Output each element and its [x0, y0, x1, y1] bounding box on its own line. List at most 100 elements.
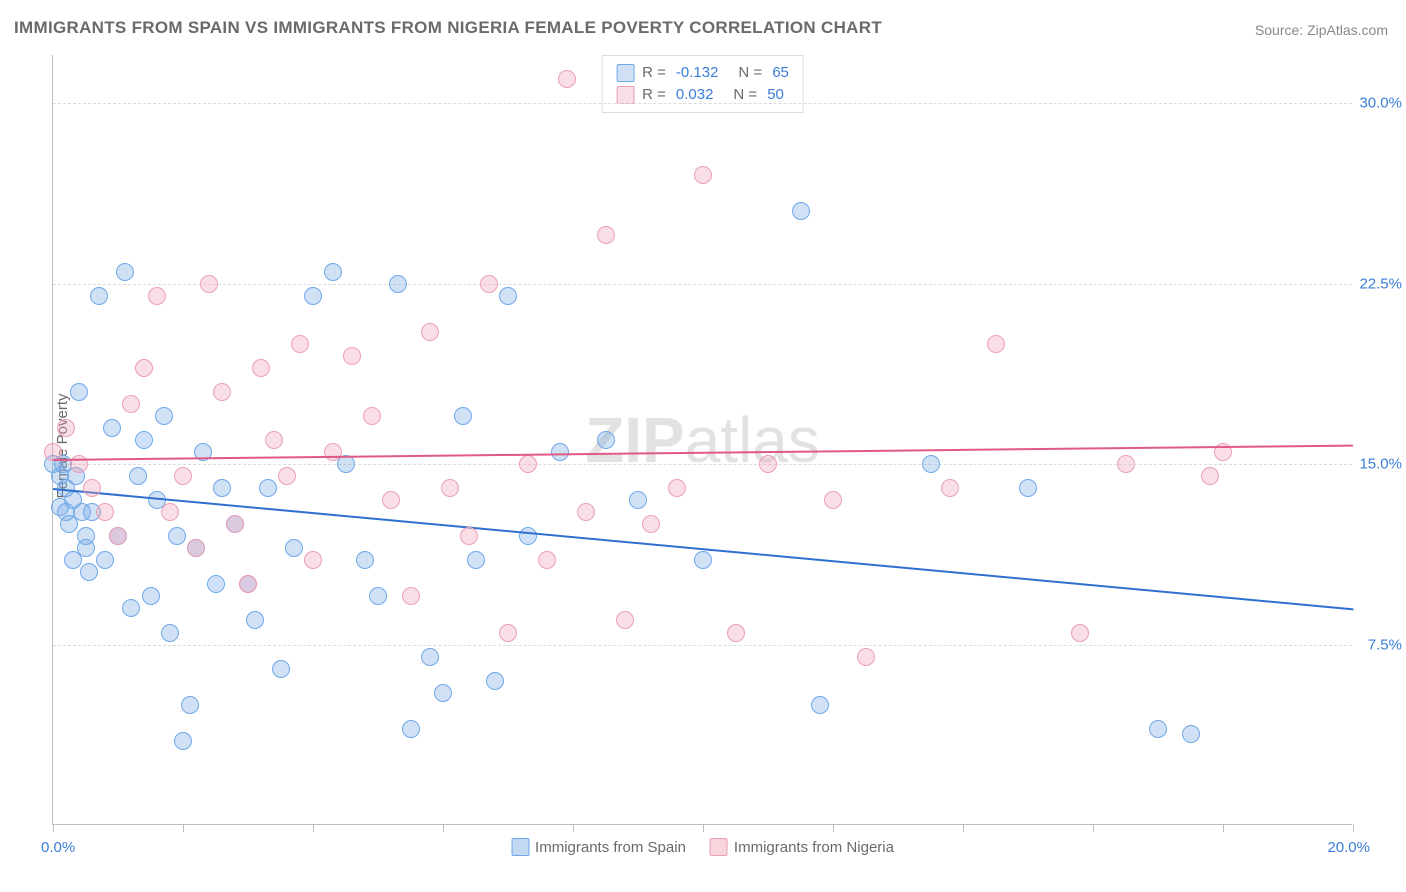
- grid-line: [53, 645, 1352, 646]
- scatter-point: [155, 407, 173, 425]
- legend-row: R =-0.132N =65: [616, 62, 789, 84]
- scatter-point: [324, 443, 342, 461]
- grid-line: [53, 464, 1352, 465]
- scatter-point: [77, 539, 95, 557]
- scatter-point: [213, 479, 231, 497]
- scatter-point: [356, 551, 374, 569]
- scatter-point: [519, 455, 537, 473]
- x-tick: [1093, 824, 1094, 832]
- scatter-point: [135, 431, 153, 449]
- series-legend: Immigrants from Spain Immigrants from Nig…: [511, 838, 894, 856]
- scatter-point: [96, 503, 114, 521]
- scatter-point: [480, 275, 498, 293]
- scatter-point: [363, 407, 381, 425]
- x-tick: [703, 824, 704, 832]
- scatter-point: [252, 359, 270, 377]
- plot-area: ZIPatlas R =-0.132N =65R =0.032N =50 Imm…: [52, 55, 1352, 825]
- scatter-point: [538, 551, 556, 569]
- scatter-point: [207, 575, 225, 593]
- scatter-point: [616, 611, 634, 629]
- x-tick: [1353, 824, 1354, 832]
- scatter-point: [304, 287, 322, 305]
- scatter-point: [148, 287, 166, 305]
- scatter-point: [1117, 455, 1135, 473]
- scatter-point: [116, 263, 134, 281]
- scatter-point: [103, 419, 121, 437]
- scatter-point: [454, 407, 472, 425]
- scatter-point: [519, 527, 537, 545]
- scatter-point: [324, 263, 342, 281]
- scatter-point: [304, 551, 322, 569]
- scatter-point: [421, 323, 439, 341]
- scatter-point: [83, 479, 101, 497]
- scatter-point: [499, 624, 517, 642]
- scatter-point: [824, 491, 842, 509]
- scatter-point: [265, 431, 283, 449]
- scatter-point: [460, 527, 478, 545]
- scatter-point: [200, 275, 218, 293]
- scatter-point: [343, 347, 361, 365]
- scatter-point: [694, 551, 712, 569]
- x-tick: [963, 824, 964, 832]
- legend-n-label: N =: [738, 62, 762, 84]
- scatter-point: [727, 624, 745, 642]
- scatter-point: [486, 672, 504, 690]
- scatter-point: [987, 335, 1005, 353]
- legend-swatch: [710, 838, 728, 856]
- scatter-point: [629, 491, 647, 509]
- scatter-point: [291, 335, 309, 353]
- scatter-point: [434, 684, 452, 702]
- series-legend-item: Immigrants from Spain: [511, 838, 686, 856]
- y-tick-label: 15.0%: [1359, 456, 1402, 473]
- scatter-point: [213, 383, 231, 401]
- scatter-point: [597, 226, 615, 244]
- correlation-legend: R =-0.132N =65R =0.032N =50: [601, 55, 804, 113]
- scatter-point: [402, 720, 420, 738]
- legend-r-label: R =: [642, 62, 666, 84]
- legend-swatch: [511, 838, 529, 856]
- scatter-point: [90, 287, 108, 305]
- scatter-point: [1019, 479, 1037, 497]
- grid-line: [53, 284, 1352, 285]
- scatter-point: [122, 395, 140, 413]
- scatter-point: [811, 696, 829, 714]
- grid-line: [53, 103, 1352, 104]
- scatter-point: [382, 491, 400, 509]
- scatter-point: [129, 467, 147, 485]
- scatter-point: [168, 527, 186, 545]
- trend-line: [53, 445, 1353, 461]
- legend-r-value: -0.132: [676, 62, 719, 84]
- scatter-point: [499, 287, 517, 305]
- scatter-point: [759, 455, 777, 473]
- scatter-point: [421, 648, 439, 666]
- scatter-point: [174, 467, 192, 485]
- scatter-point: [642, 515, 660, 533]
- scatter-point: [558, 70, 576, 88]
- x-axis-min-label: 0.0%: [41, 839, 75, 856]
- scatter-point: [1182, 725, 1200, 743]
- scatter-point: [272, 660, 290, 678]
- scatter-point: [285, 539, 303, 557]
- y-tick-label: 22.5%: [1359, 275, 1402, 292]
- scatter-point: [80, 563, 98, 581]
- scatter-point: [142, 587, 160, 605]
- scatter-point: [941, 479, 959, 497]
- scatter-point: [441, 479, 459, 497]
- scatter-point: [226, 515, 244, 533]
- chart-container: IMMIGRANTS FROM SPAIN VS IMMIGRANTS FROM…: [0, 0, 1406, 892]
- x-tick: [833, 824, 834, 832]
- y-tick-label: 7.5%: [1368, 636, 1402, 653]
- scatter-point: [278, 467, 296, 485]
- scatter-point: [259, 479, 277, 497]
- scatter-point: [389, 275, 407, 293]
- legend-swatch: [616, 86, 634, 104]
- scatter-point: [792, 202, 810, 220]
- x-tick: [313, 824, 314, 832]
- scatter-point: [1071, 624, 1089, 642]
- x-tick: [443, 824, 444, 832]
- scatter-point: [161, 624, 179, 642]
- series-legend-item: Immigrants from Nigeria: [710, 838, 894, 856]
- chart-title: IMMIGRANTS FROM SPAIN VS IMMIGRANTS FROM…: [14, 18, 882, 38]
- scatter-point: [181, 696, 199, 714]
- y-tick-label: 30.0%: [1359, 95, 1402, 112]
